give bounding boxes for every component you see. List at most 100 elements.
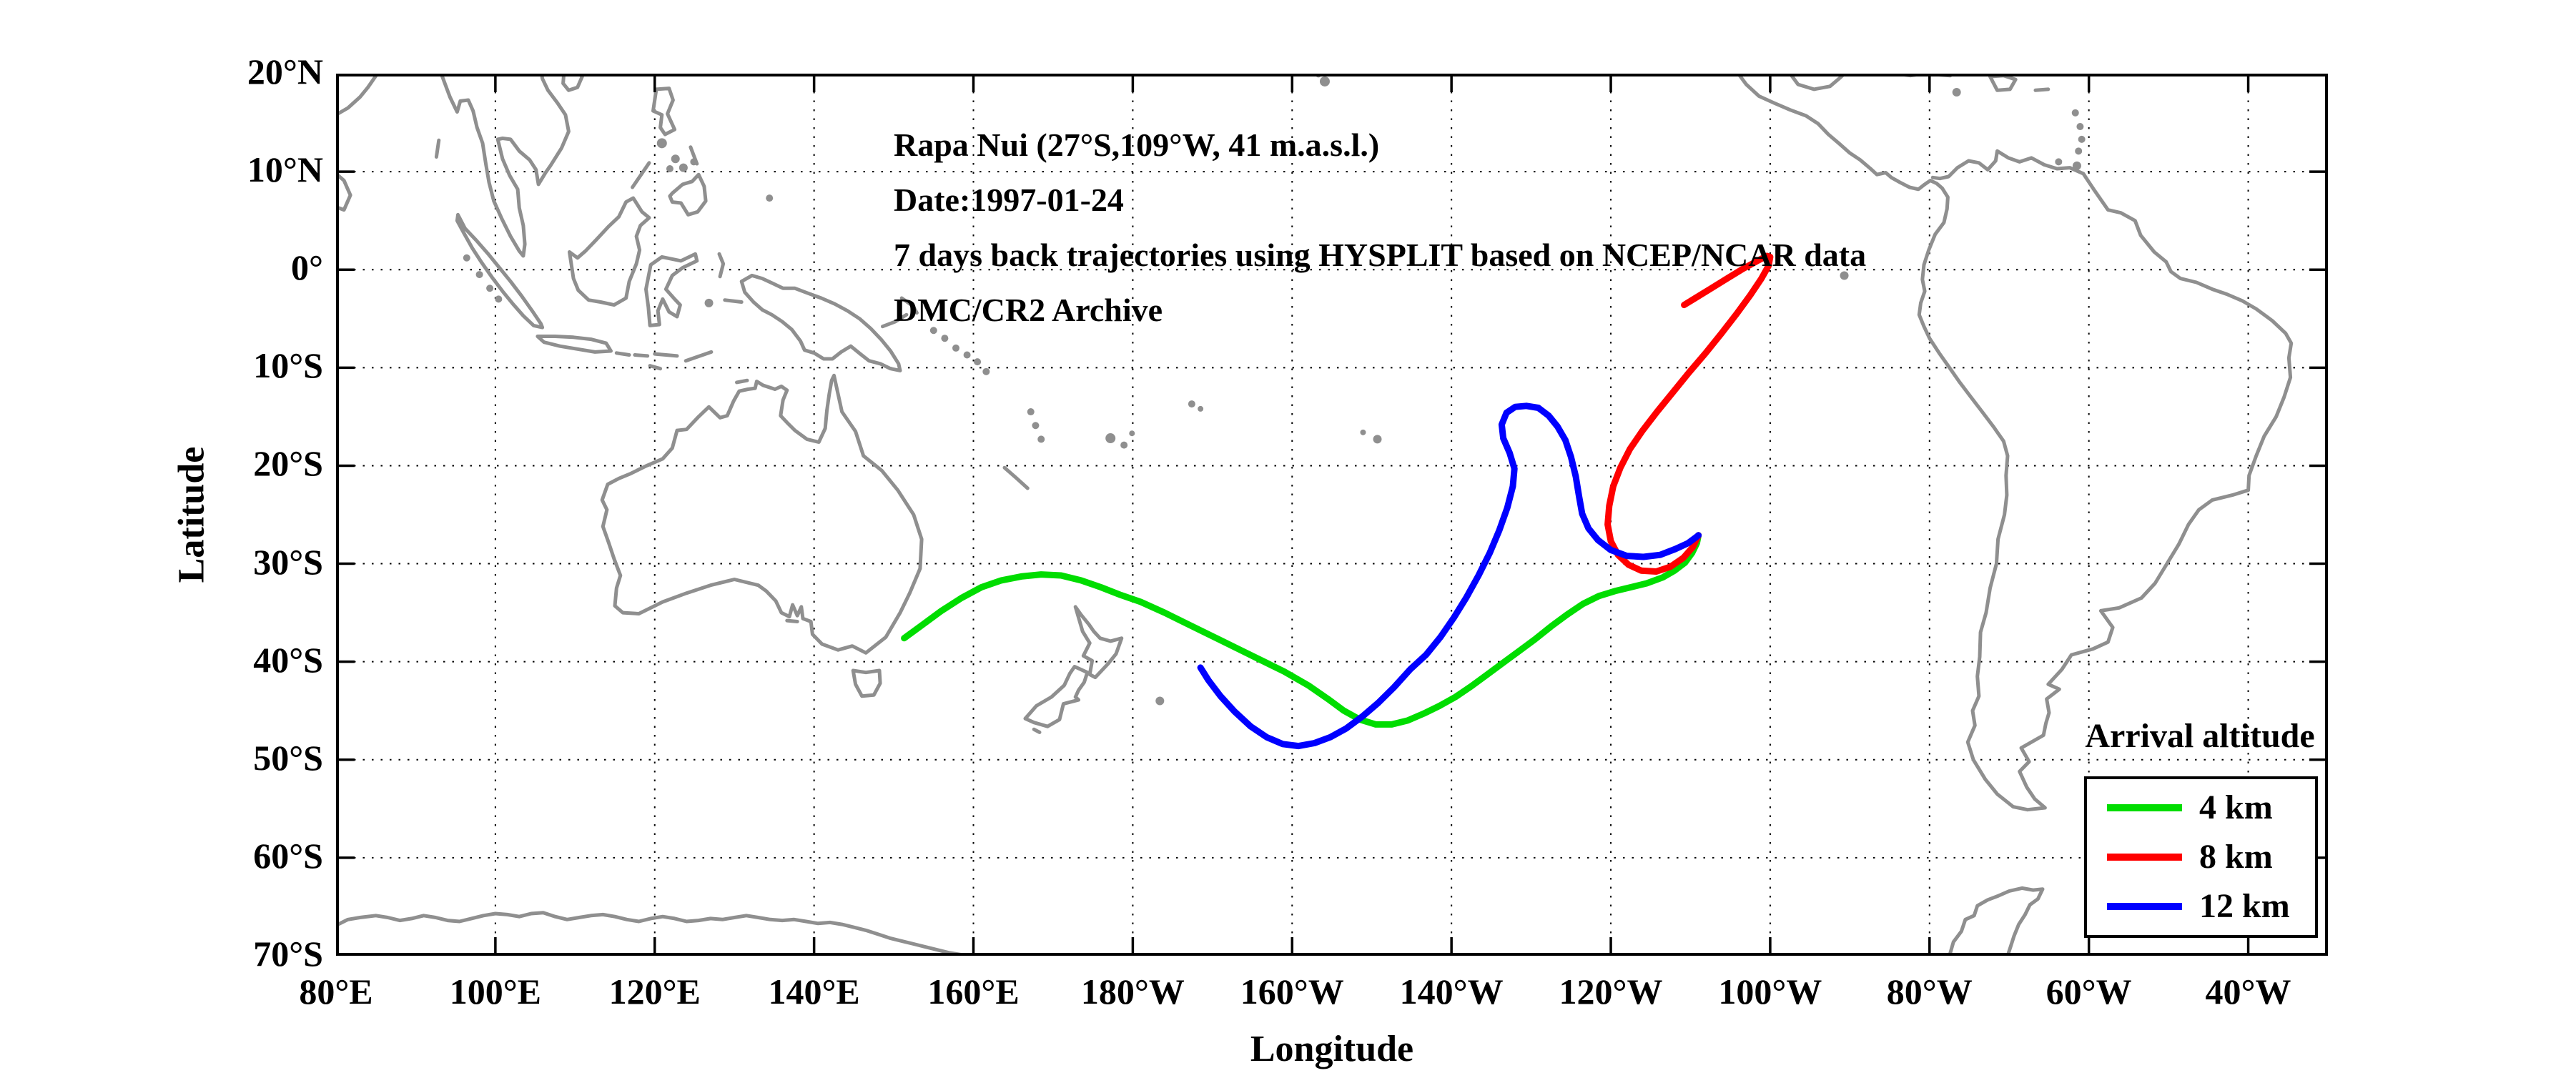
island-dot <box>690 158 698 166</box>
x-tick-label: 80°E <box>299 971 373 1012</box>
island-dot <box>463 254 470 262</box>
y-tick-label: 60°S <box>253 835 323 876</box>
coastline <box>536 335 613 354</box>
island-dot <box>1155 696 1165 706</box>
coastline <box>651 86 677 137</box>
coastline <box>1736 74 2294 812</box>
legend-title: Arrival altitude <box>2085 717 2315 755</box>
x-tick-label: 40°W <box>2205 971 2291 1012</box>
coastline <box>600 373 924 655</box>
island-dot <box>2055 158 2063 166</box>
island-dot <box>678 163 688 172</box>
coastline <box>653 352 679 358</box>
x-tick-label: 120°W <box>1559 971 1663 1012</box>
island-dot <box>1188 400 1195 408</box>
x-tick-label: 100°W <box>1718 971 1822 1012</box>
legend-entry-label: 4 km <box>2199 788 2273 827</box>
island-dot <box>2076 123 2084 131</box>
coastline <box>644 252 699 327</box>
island-dot <box>1373 435 1382 444</box>
island-dot <box>2078 135 2086 143</box>
island-dot <box>2072 161 2081 170</box>
legend-entry-4km: 4 km <box>2087 791 2315 825</box>
x-tick-label: 100°E <box>449 971 542 1012</box>
island-dot <box>1032 422 1040 430</box>
island-dot <box>963 351 971 359</box>
title-line-4: DMC/CR2 Archive <box>894 292 1163 328</box>
coastline <box>434 138 441 159</box>
trajectory-4km <box>901 532 1702 728</box>
title-line-2: Date:1997-01-24 <box>894 182 1124 218</box>
y-tick-label: 30°S <box>253 541 323 582</box>
island-dot <box>704 298 714 307</box>
y-tick-label: 10°S <box>253 345 323 386</box>
y-axis-label: Latitude <box>171 446 212 583</box>
x-tick-label: 60°W <box>2045 971 2132 1012</box>
coastline <box>439 74 571 258</box>
x-axis-label: Longitude <box>1250 1029 1414 1069</box>
title-line-3: 7 days back trajectories using HYSPLIT b… <box>894 237 1867 273</box>
title-line-1: Rapa Nui (27°S,109°W, 41 m.a.s.l.) <box>894 127 1380 163</box>
x-tick-label: 160°E <box>927 971 1020 1012</box>
island-dot <box>486 285 494 292</box>
island-dot <box>952 344 960 352</box>
y-tick-label: 20°N <box>247 51 323 92</box>
x-tick-label: 80°W <box>1886 971 1973 1012</box>
coastline <box>2033 87 2051 92</box>
island-dot <box>941 335 949 342</box>
trajectory-12km <box>1197 402 1702 750</box>
coastline <box>785 618 799 623</box>
legend-line-sample <box>2107 853 2182 861</box>
coastline <box>455 212 545 330</box>
coastline <box>735 378 749 385</box>
coastline <box>633 353 650 358</box>
island-dot <box>475 271 483 279</box>
island-dot <box>974 358 982 366</box>
coastline <box>568 196 651 307</box>
island-dot <box>2075 147 2083 155</box>
coastline <box>723 298 744 304</box>
x-tick-label: 120°E <box>608 971 701 1012</box>
coastline <box>336 911 975 956</box>
legend: 4 km 8 km 12 km <box>2084 776 2318 938</box>
y-tick-label: 0° <box>291 247 323 288</box>
coastline <box>739 273 902 372</box>
x-tick-label: 140°W <box>1399 971 1504 1012</box>
coastline <box>336 74 380 117</box>
x-tick-label: 140°E <box>768 971 860 1012</box>
legend-line-sample <box>2107 902 2182 910</box>
island-dot <box>766 194 774 202</box>
island-dot <box>1037 435 1045 443</box>
x-tick-label: 180°W <box>1080 971 1185 1012</box>
y-tick-label: 20°S <box>253 443 323 484</box>
y-tick-label: 10°N <box>247 149 323 190</box>
y-tick-label: 50°S <box>253 737 323 778</box>
island-dot <box>1319 76 1330 86</box>
legend-entry-12km: 12 km <box>2087 889 2315 924</box>
coastline <box>648 364 663 371</box>
coastline <box>336 172 352 212</box>
island-dot <box>666 164 673 172</box>
trajectory-8km <box>1604 252 1774 575</box>
island-dot <box>1952 88 1961 97</box>
coastline <box>899 296 919 315</box>
coastline <box>1988 74 2018 92</box>
coastline <box>881 312 909 329</box>
coastline <box>717 252 726 279</box>
island-dot <box>656 138 667 149</box>
coastline <box>1002 465 1030 490</box>
island-dot <box>671 154 680 164</box>
axes-border <box>336 74 2328 956</box>
coastline <box>1032 727 1042 734</box>
island-dot <box>1198 405 1204 412</box>
coastline <box>684 350 714 363</box>
coastline <box>1073 605 1124 680</box>
legend-entry-label: 8 km <box>2199 837 2273 876</box>
island-dot <box>1027 408 1035 416</box>
map-plot <box>336 74 2328 956</box>
legend-line-sample <box>2107 804 2182 812</box>
y-tick-label: 70°S <box>253 934 323 974</box>
coastline <box>631 161 651 189</box>
coastline <box>1023 665 1090 728</box>
